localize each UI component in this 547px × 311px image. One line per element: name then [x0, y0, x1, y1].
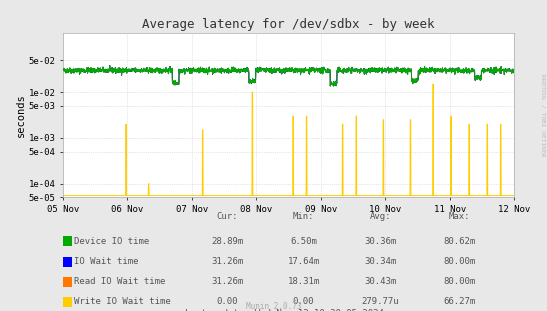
Text: 18.31m: 18.31m [288, 277, 319, 286]
Text: RRDTOOL / TOBI OETIKER: RRDTOOL / TOBI OETIKER [541, 74, 546, 156]
Text: 6.50m: 6.50m [290, 237, 317, 245]
Text: IO Wait time: IO Wait time [74, 257, 138, 266]
Text: Last update: Wed Nov 13 10:30:05 2024: Last update: Wed Nov 13 10:30:05 2024 [185, 309, 384, 311]
Title: Average latency for /dev/sdbx - by week: Average latency for /dev/sdbx - by week [142, 18, 435, 31]
Text: Avg:: Avg: [369, 212, 391, 221]
Text: 30.34m: 30.34m [364, 257, 396, 266]
Text: Device IO time: Device IO time [74, 237, 149, 245]
Text: Max:: Max: [449, 212, 470, 221]
Text: 80.00m: 80.00m [444, 257, 475, 266]
Text: 31.26m: 31.26m [211, 277, 243, 286]
Text: 0.00: 0.00 [293, 297, 315, 306]
Y-axis label: seconds: seconds [16, 93, 26, 137]
Text: 279.77u: 279.77u [362, 297, 399, 306]
Text: Cur:: Cur: [216, 212, 238, 221]
Text: 66.27m: 66.27m [444, 297, 475, 306]
Text: Munin 2.0.73: Munin 2.0.73 [246, 302, 301, 311]
Text: 80.62m: 80.62m [444, 237, 475, 245]
Text: Min:: Min: [293, 212, 315, 221]
Text: 28.89m: 28.89m [211, 237, 243, 245]
Text: 17.64m: 17.64m [288, 257, 319, 266]
Text: 80.00m: 80.00m [444, 277, 475, 286]
Text: 30.36m: 30.36m [364, 237, 396, 245]
Text: Write IO Wait time: Write IO Wait time [74, 297, 171, 306]
Text: Read IO Wait time: Read IO Wait time [74, 277, 165, 286]
Text: 30.43m: 30.43m [364, 277, 396, 286]
Text: 0.00: 0.00 [216, 297, 238, 306]
Text: 31.26m: 31.26m [211, 257, 243, 266]
